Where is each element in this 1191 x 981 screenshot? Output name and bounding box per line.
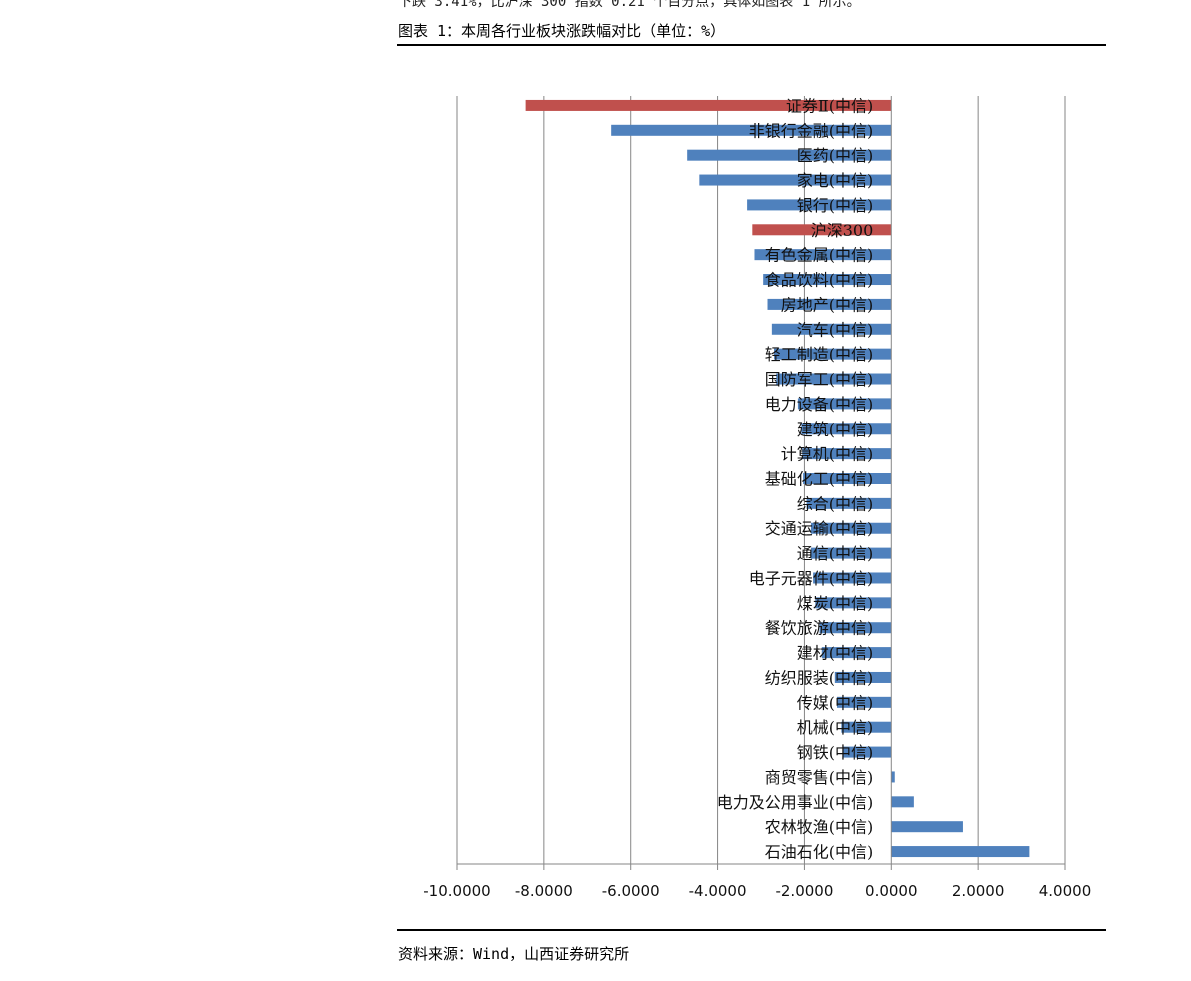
category-labels: 证券Ⅱ(中信) 非银行金融(中信) 医药(中信) 家电(中信) 银行(中信) 沪深300 有… bbox=[717, 96, 874, 861]
bar bbox=[774, 348, 892, 360]
gridlines bbox=[456, 96, 1066, 864]
bar bbox=[797, 398, 892, 410]
category-label: 非银行金融(中信) bbox=[749, 121, 874, 140]
previous-paragraph-fragment: 下跌 3.41%，比沪深 300 指数 0.21 个百分点，具体如图表 1 所示… bbox=[398, 0, 861, 10]
bar bbox=[813, 572, 892, 584]
category-label: 煤炭(中信) bbox=[797, 594, 874, 613]
category-label: 钢铁(中信) bbox=[797, 743, 874, 762]
x-tick-label: 0.0000 bbox=[865, 882, 918, 900]
category-label: 机械(中信) bbox=[797, 718, 874, 737]
category-label: 家电(中信) bbox=[797, 171, 874, 190]
x-tick-label: -2.0000 bbox=[775, 882, 833, 900]
bar bbox=[837, 696, 892, 708]
category-label: 电力及公用事业(中信) bbox=[717, 793, 874, 812]
category-label: 商贸零售(中信) bbox=[765, 768, 874, 787]
category-label: 基础化工(中信) bbox=[765, 470, 874, 489]
category-label: 建筑(中信) bbox=[797, 420, 874, 439]
category-label: 餐饮旅游(中信) bbox=[765, 619, 874, 638]
bar bbox=[803, 473, 892, 484]
category-label: 传媒(中信) bbox=[797, 693, 874, 712]
category-label: 沪深300 bbox=[811, 221, 874, 240]
bar bbox=[802, 448, 892, 460]
x-tick-label: -6.0000 bbox=[602, 882, 660, 900]
source-rule bbox=[397, 929, 1106, 931]
category-label: 轻工制造(中信) bbox=[765, 345, 874, 364]
bar bbox=[687, 149, 892, 161]
category-label: 食品饮料(中信) bbox=[765, 271, 874, 290]
category-label: 纺织服装(中信) bbox=[765, 668, 874, 687]
category-label: 农林牧渔(中信) bbox=[765, 818, 874, 837]
category-label: 银行(中信) bbox=[797, 196, 874, 215]
category-label: 建材(中信) bbox=[797, 644, 874, 663]
category-label: 石油石化(中信) bbox=[765, 843, 874, 862]
category-label: 证券Ⅱ(中信) bbox=[786, 96, 873, 115]
bar bbox=[752, 224, 892, 236]
bar bbox=[841, 721, 892, 733]
x-tick-label: 4.0000 bbox=[1039, 882, 1092, 900]
bar bbox=[747, 199, 892, 211]
bar bbox=[810, 522, 892, 534]
x-tick-labels: -10.0000 -8.0000 -6.0000 -4.0000 -2.0000 0.00… bbox=[423, 882, 1091, 900]
bar bbox=[754, 249, 892, 261]
bar bbox=[763, 274, 892, 286]
bar bbox=[699, 174, 892, 186]
bar bbox=[806, 497, 892, 509]
bar bbox=[821, 647, 892, 659]
x-tick-label: -8.0000 bbox=[515, 882, 573, 900]
figure-caption: 图表 1：本周各行业板块涨跌幅对比（单位：%） bbox=[398, 22, 726, 40]
bar bbox=[525, 99, 892, 111]
bar bbox=[801, 423, 892, 435]
bar bbox=[776, 373, 892, 385]
bar bbox=[891, 821, 963, 833]
category-label: 电力设备(中信) bbox=[765, 395, 874, 414]
x-tick-label: -4.0000 bbox=[689, 882, 747, 900]
axes bbox=[456, 96, 1066, 870]
bar bbox=[891, 771, 895, 783]
bar bbox=[771, 323, 892, 335]
category-label: 房地产(中信) bbox=[781, 295, 874, 314]
bars bbox=[525, 99, 1030, 858]
category-label: 综合(中信) bbox=[797, 494, 874, 513]
bar bbox=[819, 622, 892, 634]
bar bbox=[767, 298, 892, 310]
bar bbox=[810, 547, 892, 559]
bar bbox=[815, 597, 892, 609]
category-label: 通信(中信) bbox=[797, 544, 874, 563]
category-label: 计算机(中信) bbox=[781, 445, 874, 464]
category-label: 交通运输(中信) bbox=[765, 519, 874, 538]
category-label: 医药(中信) bbox=[797, 146, 874, 165]
category-label: 国防军工(中信) bbox=[765, 370, 874, 389]
category-label: 汽车(中信) bbox=[797, 320, 874, 339]
source-note: 资料来源：Wind，山西证券研究所 bbox=[398, 945, 630, 963]
bar bbox=[611, 124, 892, 136]
bar bbox=[891, 796, 914, 808]
category-label: 电子元器件(中信) bbox=[749, 569, 874, 588]
bar bbox=[891, 846, 1030, 858]
x-tick-label: -10.0000 bbox=[423, 882, 490, 900]
bar bbox=[843, 746, 892, 758]
caption-rule bbox=[397, 44, 1106, 46]
bar bbox=[834, 671, 892, 683]
category-label: 有色金属(中信) bbox=[765, 246, 874, 265]
x-tick-label: 2.0000 bbox=[952, 882, 1005, 900]
